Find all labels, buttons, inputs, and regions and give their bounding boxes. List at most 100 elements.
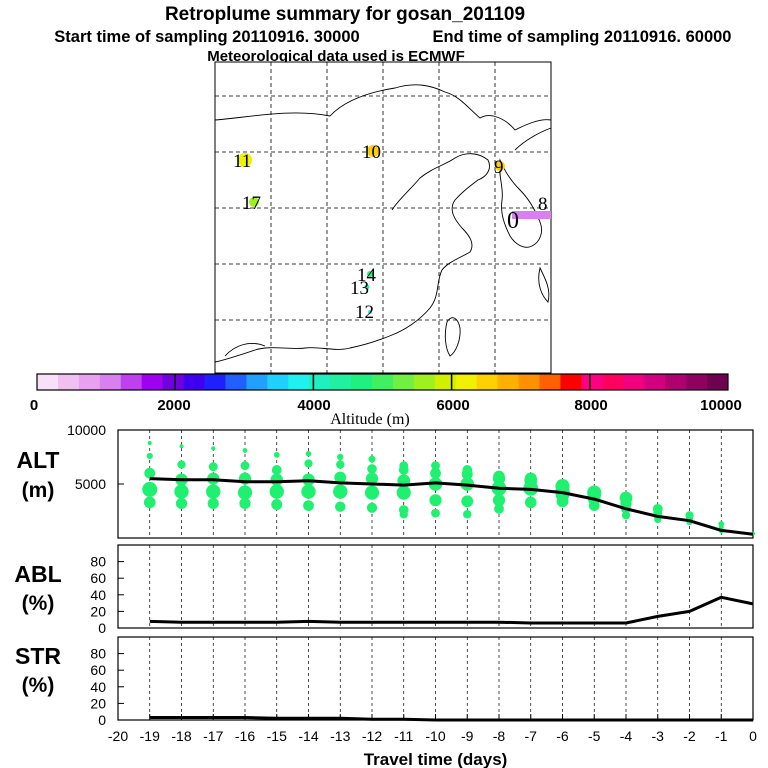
- map-label: 12: [355, 302, 374, 323]
- alt-dot: [206, 484, 221, 499]
- alt-dot: [147, 440, 152, 445]
- alt-dot: [242, 448, 248, 453]
- northern-border: [214, 84, 552, 131]
- ytick-label: 20: [90, 603, 106, 619]
- map-marker-13: [364, 284, 370, 290]
- xtick-label: -8: [493, 728, 506, 744]
- colorbar-swatch: [539, 374, 561, 390]
- alt-dot: [142, 481, 158, 497]
- map-label: 11: [233, 151, 251, 172]
- xtick-label: -7: [525, 728, 538, 744]
- colorbar-swatch: [497, 374, 520, 390]
- alt-dot: [271, 465, 282, 475]
- colorbar-swatch: [309, 374, 331, 390]
- xtick-label: -1: [715, 728, 728, 744]
- xtick-label: -9: [461, 728, 474, 744]
- alt-dot: [304, 459, 313, 468]
- trajectory-map: 11 10 9 8 17 0 14 13 12: [214, 61, 552, 374]
- alt-dot: [146, 452, 153, 460]
- xtick-label: -2: [683, 728, 696, 744]
- alt-dot: [588, 500, 600, 511]
- xtick-label: 0: [749, 728, 757, 744]
- xtick-label: -13: [330, 728, 350, 744]
- alt-dot: [431, 508, 440, 518]
- xtick-label: -17: [203, 728, 223, 744]
- alt-dot: [461, 468, 473, 480]
- altitude-colorbar: [36, 373, 729, 391]
- map-label: 17: [242, 193, 261, 214]
- alt-dot: [273, 451, 280, 458]
- alt-dot: [271, 499, 283, 511]
- ytick-label: 40: [90, 679, 106, 695]
- alt-dot: [364, 485, 380, 500]
- alt-dot: [240, 461, 250, 471]
- map-label: 14: [357, 265, 377, 286]
- xtick-label: -4: [620, 728, 633, 744]
- alt-dot: [365, 472, 379, 485]
- ytick-label: 5000: [75, 476, 106, 492]
- colorbar-swatch: [665, 374, 687, 390]
- map-label: 10: [362, 142, 381, 163]
- korean-peninsula: [499, 158, 543, 248]
- colorbar-swatch: [204, 374, 226, 390]
- xtick-label: -11: [394, 728, 413, 744]
- x-axis-label: Travel time (days): [364, 750, 508, 768]
- alt-dot: [430, 467, 441, 479]
- colorbar-swatch: [413, 374, 436, 390]
- colorbar-swatch: [476, 374, 499, 390]
- alt-dot: [368, 455, 376, 463]
- alt-dot: [269, 484, 284, 499]
- alt-dot: [175, 497, 188, 510]
- alt-dot: [237, 485, 253, 500]
- map-marker-9: [495, 161, 505, 171]
- alt-dot: [621, 511, 631, 520]
- colorbar-swatch: [372, 374, 394, 390]
- met-data-label: Meteorological data used is ECMWF: [207, 48, 465, 65]
- colorbar-swatch: [518, 374, 541, 390]
- ytick-label: 80: [90, 646, 106, 662]
- map-label: 13: [350, 278, 369, 299]
- ytick-label: 0: [98, 620, 106, 636]
- alt-dot: [333, 484, 348, 499]
- panel-ylabel: (m): [22, 479, 55, 502]
- alt-dot: [492, 494, 506, 507]
- panel-ylabel: ALT: [16, 447, 59, 473]
- coastlines: [214, 84, 552, 363]
- colorbar-swatch: [434, 374, 457, 390]
- colorbar-tick: 0: [30, 397, 38, 414]
- map-marker-11: [238, 153, 252, 167]
- xtick-label: -12: [362, 728, 382, 744]
- colorbar-swatch: [623, 374, 645, 390]
- colorbar-swatch: [225, 374, 247, 390]
- colorbar-swatch: [602, 374, 624, 390]
- colorbar-tick: 4000: [297, 397, 330, 414]
- colorbar-tick: 8000: [574, 397, 607, 414]
- colorbar-swatch: [78, 374, 101, 390]
- alt-dot: [556, 495, 569, 508]
- colorbar-swatch: [644, 374, 666, 390]
- alt-dot: [396, 485, 411, 500]
- xtick-label: -14: [298, 728, 318, 744]
- end-time-label: End time of sampling 20110916. 60000: [433, 28, 732, 46]
- alt-dot: [305, 450, 312, 457]
- panel-ylabel: ABL: [14, 561, 61, 587]
- xtick-label: -5: [588, 728, 601, 744]
- alt-dot: [270, 473, 283, 486]
- china-coast: [214, 153, 490, 363]
- colorbar-swatch: [351, 374, 373, 390]
- colorbar-swatch: [99, 374, 122, 390]
- map-label: 8: [538, 194, 548, 215]
- ytick-label: 20: [90, 695, 106, 711]
- series-line: [149, 716, 753, 722]
- alt-dot: [335, 501, 346, 512]
- colorbar-swatch: [455, 374, 478, 390]
- alt-dot: [461, 495, 474, 508]
- ytick-label: 40: [90, 587, 106, 603]
- figure-title: Retroplume summary for gosan_201109: [165, 4, 525, 25]
- xtick-label: -20: [108, 728, 128, 744]
- colorbar-swatch: [330, 374, 352, 390]
- ytick-label: 0: [98, 712, 106, 728]
- alt-dot: [208, 462, 218, 472]
- map-label: 0: [507, 208, 519, 234]
